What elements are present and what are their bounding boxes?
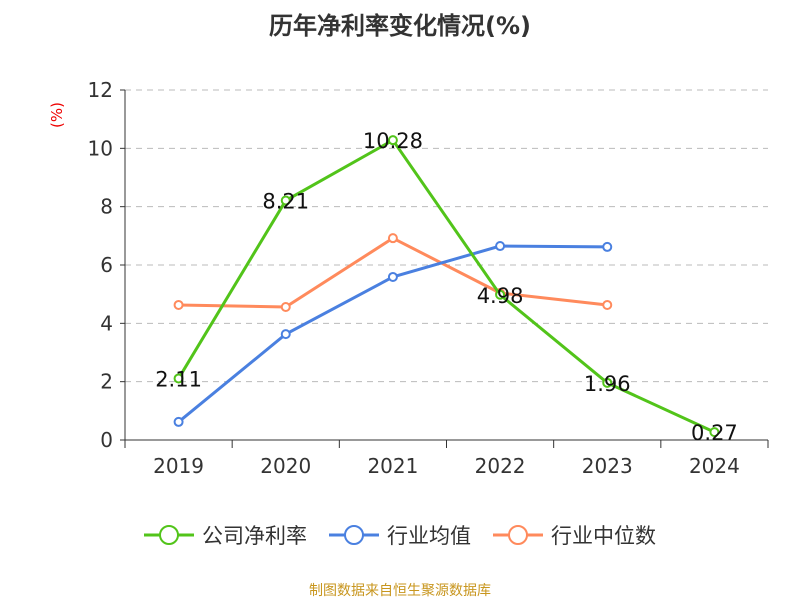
- data-label: 4.98: [477, 284, 524, 308]
- x-tick-label: 2022: [475, 454, 526, 478]
- chart-title: 历年净利率变化情况(%): [269, 12, 531, 40]
- y-tick-label: 8: [100, 195, 113, 219]
- legend-label: 行业中位数: [551, 524, 656, 548]
- x-tick-label: 2021: [367, 454, 418, 478]
- legend-marker-icon: [329, 525, 379, 545]
- data-label: 1.96: [584, 372, 631, 396]
- data-point: [495, 289, 506, 300]
- legend: 公司净利率 行业均值 行业中位数: [0, 520, 800, 550]
- x-tick-label: 2019: [153, 454, 204, 478]
- data-point: [387, 271, 398, 282]
- x-tick-label: 2024: [689, 454, 740, 478]
- data-label: 2.11: [155, 367, 202, 391]
- y-tick-label: 2: [100, 370, 113, 394]
- data-label: 0.27: [691, 421, 738, 445]
- legend-item[interactable]: 公司净利率: [144, 520, 307, 550]
- y-tick-label: 10: [88, 136, 113, 160]
- data-point: [709, 427, 720, 438]
- series-line: [177, 138, 716, 434]
- data-point: [387, 135, 398, 146]
- x-tick-label: 2023: [582, 454, 633, 478]
- legend-marker-icon: [144, 525, 194, 545]
- data-point: [495, 241, 506, 252]
- legend-item[interactable]: 行业中位数: [493, 520, 656, 550]
- data-point: [173, 299, 184, 310]
- data-point: [602, 377, 613, 388]
- legend-item[interactable]: 行业均值: [329, 520, 471, 550]
- x-tick-label: 2020: [260, 454, 311, 478]
- data-label: 8.21: [262, 190, 309, 214]
- legend-label: 行业均值: [387, 524, 471, 548]
- data-point: [387, 233, 398, 244]
- source-note: 制图数据来自恒生聚源数据库: [309, 583, 491, 599]
- data-point: [173, 416, 184, 427]
- y-tick-label: 4: [100, 311, 113, 335]
- data-point: [173, 373, 184, 384]
- data-point: [280, 329, 291, 340]
- legend-label: 公司净利率: [202, 524, 307, 548]
- y-tick-label: 6: [100, 253, 113, 277]
- data-point: [280, 195, 291, 206]
- data-point: [602, 241, 613, 252]
- data-point: [602, 299, 613, 310]
- y-tick-label: 0: [100, 428, 113, 452]
- data-point: [280, 302, 291, 312]
- legend-marker-icon: [493, 525, 543, 545]
- data-label: 10.28: [363, 129, 423, 153]
- y-tick-label: 12: [88, 78, 113, 102]
